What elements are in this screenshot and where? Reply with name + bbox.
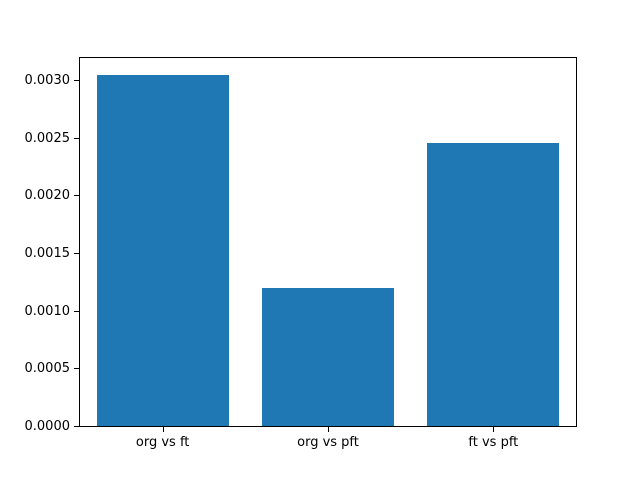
y-tick-label: 0.0025 <box>24 130 71 146</box>
x-tick-label: org vs pft <box>297 435 359 450</box>
x-tick-label: ft vs pft <box>468 435 519 450</box>
bar-ft-vs-pft <box>427 143 560 426</box>
y-tick-label: 0.0015 <box>24 245 71 261</box>
y-tick-mark <box>74 137 79 139</box>
y-tick-mark <box>74 195 79 197</box>
y-tick-mark <box>74 79 79 81</box>
plot-area <box>79 57 577 427</box>
x-tick-mark <box>162 427 164 432</box>
y-tick-label: 0.0000 <box>24 419 71 434</box>
y-tick-label: 0.0030 <box>24 72 71 88</box>
y-tick-label: 0.0010 <box>24 303 71 319</box>
x-tick-mark <box>328 427 329 432</box>
x-tick-label: org vs ft <box>135 435 190 450</box>
y-tick-mark <box>74 426 79 427</box>
y-tick-label: 0.0020 <box>24 188 71 204</box>
y-tick-mark <box>74 252 79 254</box>
x-tick-mark <box>493 427 495 432</box>
bar-org-vs-ft <box>96 75 229 426</box>
y-tick-mark <box>74 368 79 370</box>
y-tick-label: 0.0005 <box>24 361 71 377</box>
y-tick-mark <box>74 310 79 312</box>
bar-org-vs-pft <box>261 287 395 426</box>
